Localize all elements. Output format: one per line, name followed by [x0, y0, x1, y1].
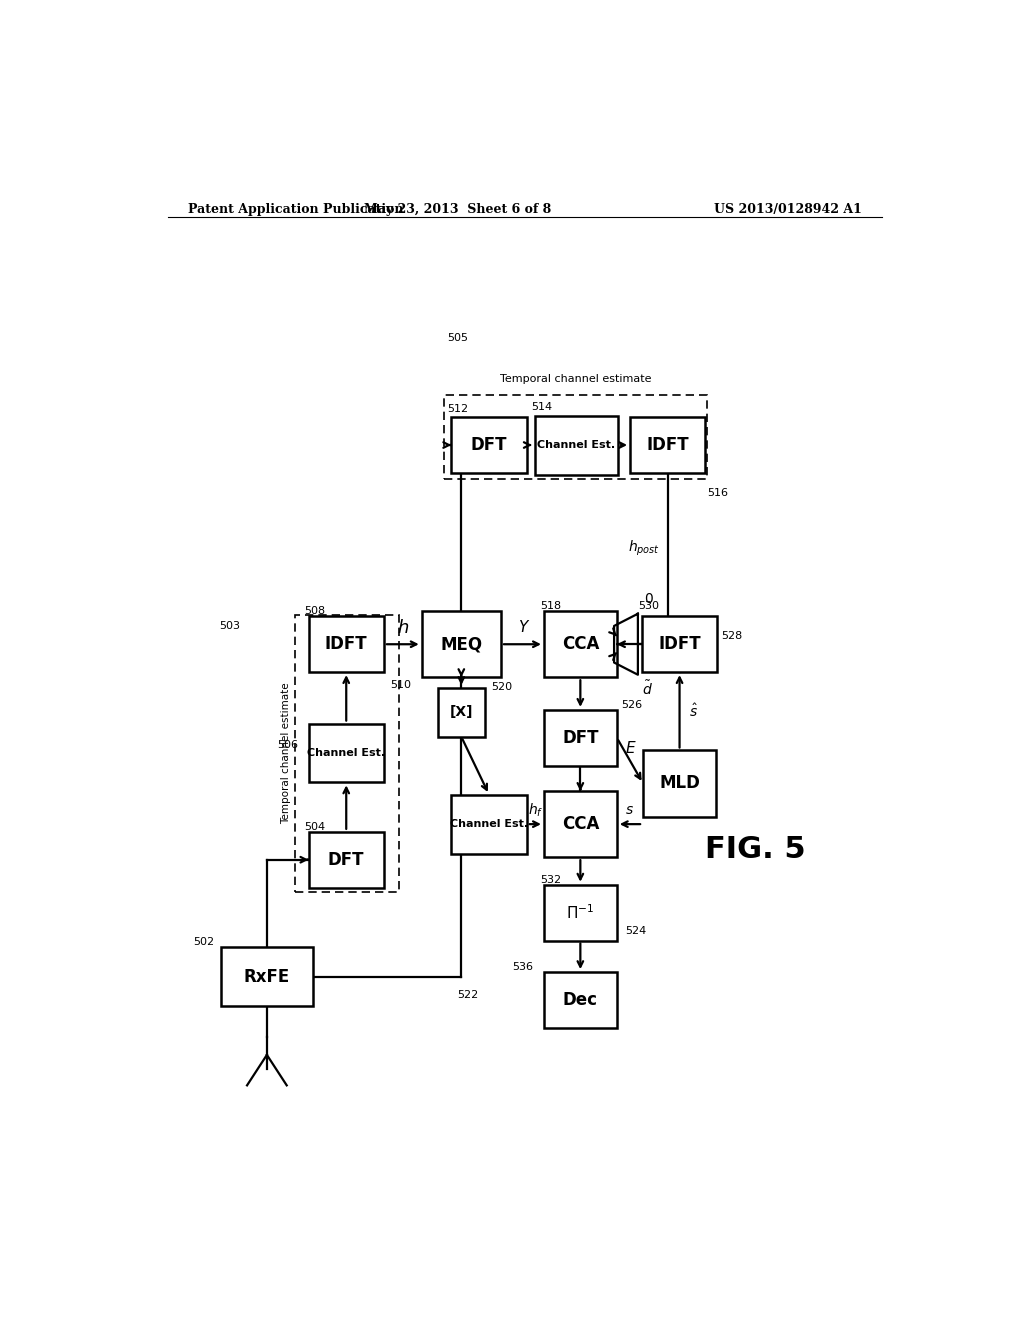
Text: 528: 528	[721, 631, 742, 642]
Text: $\Pi^{-1}$: $\Pi^{-1}$	[566, 903, 595, 921]
Text: 518: 518	[540, 601, 561, 611]
Bar	[221, 948, 312, 1006]
Bar	[452, 795, 526, 854]
Text: 524: 524	[625, 925, 646, 936]
Bar	[308, 832, 384, 887]
Text: $h$: $h$	[396, 619, 409, 638]
Text: 503: 503	[219, 620, 241, 631]
Bar	[642, 616, 717, 672]
Text: 530: 530	[638, 601, 658, 611]
Text: IDFT: IDFT	[646, 436, 689, 454]
Text: $s$: $s$	[626, 803, 635, 817]
Text: $h_{post}$: $h_{post}$	[628, 539, 659, 558]
Bar	[443, 395, 708, 479]
Text: 526: 526	[621, 700, 642, 710]
Text: 520: 520	[492, 682, 513, 692]
Bar	[535, 416, 618, 474]
Text: Patent Application Publication: Patent Application Publication	[187, 203, 403, 216]
Text: $\hat{s}$: $\hat{s}$	[689, 702, 698, 719]
Text: 532: 532	[540, 875, 561, 884]
Text: [X]: [X]	[450, 705, 473, 719]
Text: Channel Est.: Channel Est.	[450, 820, 528, 829]
Text: $\tilde{d}$: $\tilde{d}$	[642, 680, 652, 698]
Text: 536: 536	[512, 962, 534, 972]
Bar	[544, 791, 616, 857]
Text: CCA: CCA	[562, 816, 599, 833]
Text: Y: Y	[518, 620, 527, 635]
Bar	[308, 723, 384, 783]
Text: 522: 522	[458, 990, 478, 999]
Text: MEQ: MEQ	[440, 635, 482, 653]
Text: US 2013/0128942 A1: US 2013/0128942 A1	[714, 203, 862, 216]
Text: Channel Est.: Channel Est.	[538, 440, 615, 450]
Text: 505: 505	[447, 333, 468, 343]
Text: Channel Est.: Channel Est.	[307, 748, 385, 758]
Text: DFT: DFT	[471, 436, 507, 454]
Text: FIG. 5: FIG. 5	[705, 836, 805, 865]
Text: 516: 516	[707, 488, 728, 499]
Text: Temporal channel estimate: Temporal channel estimate	[281, 682, 291, 824]
Bar	[630, 417, 706, 473]
Text: 512: 512	[447, 404, 469, 414]
Bar	[544, 884, 616, 941]
Text: CCA: CCA	[562, 635, 599, 653]
Text: E: E	[625, 741, 635, 756]
Text: Dec: Dec	[563, 991, 598, 1008]
Bar	[544, 710, 616, 766]
Bar	[544, 972, 616, 1028]
Text: Temporal channel estimate: Temporal channel estimate	[500, 374, 651, 384]
Text: 514: 514	[530, 403, 552, 412]
Text: 506: 506	[276, 741, 298, 750]
Text: 0: 0	[644, 591, 653, 606]
Text: 510: 510	[390, 680, 411, 690]
Bar	[544, 611, 616, 677]
Text: $h_f$: $h_f$	[527, 801, 543, 818]
Text: DFT: DFT	[328, 850, 365, 869]
Text: RxFE: RxFE	[244, 968, 290, 986]
Bar	[643, 751, 716, 817]
Text: MLD: MLD	[659, 775, 700, 792]
Text: IDFT: IDFT	[325, 635, 368, 653]
Bar	[452, 417, 526, 473]
Bar	[422, 611, 501, 677]
Bar	[308, 616, 384, 672]
Text: May 23, 2013  Sheet 6 of 8: May 23, 2013 Sheet 6 of 8	[364, 203, 551, 216]
Bar	[437, 688, 485, 737]
Text: 504: 504	[304, 821, 326, 832]
Text: IDFT: IDFT	[658, 635, 700, 653]
Bar	[295, 615, 399, 892]
Text: 502: 502	[194, 937, 215, 946]
Text: DFT: DFT	[562, 729, 599, 747]
Text: 508: 508	[304, 606, 326, 616]
